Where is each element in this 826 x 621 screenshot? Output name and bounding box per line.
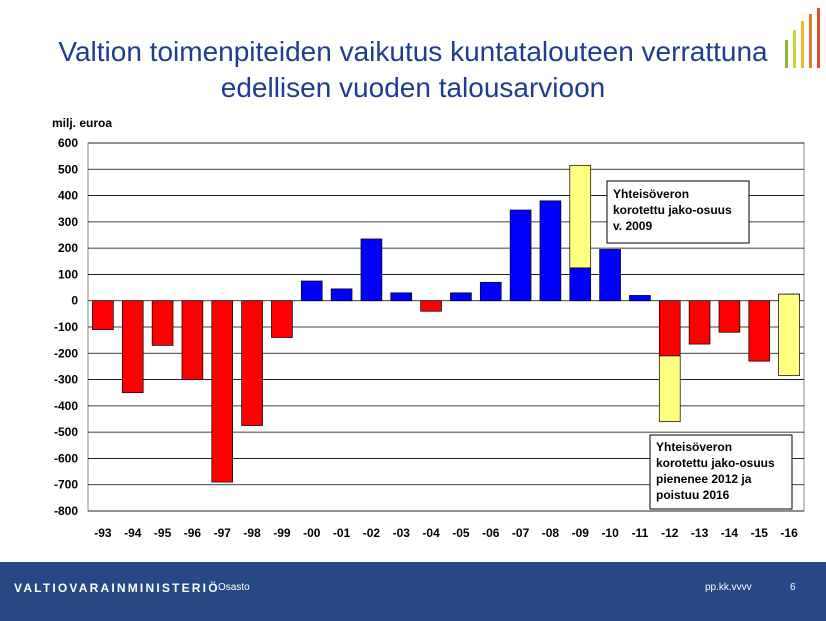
x-tick-labels: -93 -94 -95 -96 -97 -98 -99 -00 -01 -02 -03 -04 -05-… xyxy=(94,526,798,540)
gridlines xyxy=(88,142,804,512)
y-tick-labels: 600 500 400 300 200 100 0 -100 -200 -300 -400 -500 -… xyxy=(54,136,78,518)
x-tick-label: -96 xyxy=(184,526,202,540)
bar--14 xyxy=(718,300,741,333)
bar--12 xyxy=(658,300,681,357)
bar--09 xyxy=(569,267,592,302)
annotation-2009-line-1: Yhteisöveron xyxy=(613,187,689,201)
annotation-2009-line-2: korotettu jako-osuus xyxy=(613,203,732,217)
bar--07 xyxy=(509,209,532,302)
bar--01 xyxy=(330,288,353,302)
bar--98 xyxy=(241,300,263,426)
bar--04 xyxy=(420,300,442,312)
annotation-2012-2016-line-3: pienenee 2012 ja xyxy=(656,472,752,486)
bar-tax-share--09 xyxy=(569,164,592,269)
x-tick-label: -95 xyxy=(154,526,172,540)
annotation-2012-2016-box xyxy=(649,434,793,510)
x-tick-label: -97 xyxy=(214,526,232,540)
x-tick-label: -00 xyxy=(303,526,321,540)
y-tick-label: -100 xyxy=(54,320,78,334)
x-tick-label: -13 xyxy=(691,526,709,540)
x-tick-label: -08 xyxy=(542,526,560,540)
x-tick-label: -09 xyxy=(572,526,590,540)
x-tick-label: -12 xyxy=(661,526,679,540)
y-tick-label: 200 xyxy=(58,241,78,255)
y-tick-label: 500 xyxy=(58,162,78,176)
title-line-1: Valtion toimenpiteiden vaikutus kuntatal… xyxy=(58,36,768,67)
annotation-2012-2016-line-2: korotettu jako-osuus xyxy=(656,456,775,470)
x-tick-label: -94 xyxy=(124,526,142,540)
bar-tax-share--16 xyxy=(778,293,800,376)
ministry-logo-bars-icon xyxy=(785,8,820,68)
bar--08 xyxy=(539,200,562,302)
footer-page-number: 6 xyxy=(790,582,796,593)
page-title: Valtion toimenpiteiden vaikutus kuntatal… xyxy=(0,34,826,106)
x-tick-label: -16 xyxy=(780,526,798,540)
bar--02 xyxy=(360,238,383,302)
x-tick-label: -04 xyxy=(422,526,440,540)
x-tick-label: -98 xyxy=(243,526,261,540)
y-tick-label: 600 xyxy=(58,136,78,150)
y-tick-label: -800 xyxy=(54,504,78,518)
bar--00 xyxy=(300,280,323,302)
bar--11 xyxy=(629,295,651,302)
x-tick-label: -02 xyxy=(363,526,381,540)
y-tick-label: -300 xyxy=(54,373,78,387)
y-tick-label: 400 xyxy=(58,189,78,203)
footer-date: pp.kk.vvvv xyxy=(705,582,752,593)
y-tick-label: 300 xyxy=(58,215,78,229)
annotation-2012-2016-line-4: poistuu 2016 xyxy=(656,488,730,502)
x-tick-label: -15 xyxy=(751,526,769,540)
y-tick-label: -700 xyxy=(54,478,78,492)
x-tick-label: -14 xyxy=(721,526,739,540)
bar--97 xyxy=(211,300,234,483)
y-tick-label: 0 xyxy=(71,294,78,308)
annotation-2009: Yhteisöveron korotettu jako-osuus v. 200… xyxy=(606,180,750,244)
bar--15 xyxy=(748,300,771,362)
bar-tax-share--12 xyxy=(658,355,681,422)
annotation-2012-2016-line-1: Yhteisöveron xyxy=(656,440,732,454)
bar--05 xyxy=(450,292,472,302)
bar--93 xyxy=(92,300,114,330)
y-tick-label: -200 xyxy=(54,346,78,360)
footer-department: Osasto xyxy=(218,582,250,593)
x-tick-label: -93 xyxy=(94,526,112,540)
y-tick-label: -600 xyxy=(54,451,78,465)
annotation-2012-2016: Yhteisöveron korotettu jako-osuus pienen… xyxy=(649,434,793,510)
x-tick-label: -11 xyxy=(632,526,649,540)
x-tick-label: -07 xyxy=(512,526,530,540)
annotation-2009-box xyxy=(606,180,750,244)
bar--94 xyxy=(121,300,144,394)
y-tick-label: -400 xyxy=(54,399,78,413)
x-tick-label: -01 xyxy=(333,526,351,540)
title-line-2: edellisen vuoden talousarvioon xyxy=(220,72,606,103)
footer-bar: VALTIOVARAINMINISTERIÖ Osasto pp.kk.vvvv… xyxy=(0,562,826,621)
annotation-2009-line-3: v. 2009 xyxy=(613,219,652,233)
bar--03 xyxy=(390,292,413,302)
bars xyxy=(92,164,800,483)
bar--95 xyxy=(151,300,174,346)
bar--96 xyxy=(181,300,204,380)
y-axis-label: milj. euroa xyxy=(52,116,112,130)
bar--06 xyxy=(479,281,502,302)
y-tick-label: -500 xyxy=(54,425,78,439)
x-tick-label: -99 xyxy=(273,526,291,540)
bar--13 xyxy=(688,300,711,345)
x-tick-label: -10 xyxy=(601,526,619,540)
bar--10 xyxy=(599,249,621,302)
bar-chart: milj. euroa 600 500 400 300 200 100 0 -100 -200 -… xyxy=(52,116,805,540)
x-tick-label: -05 xyxy=(452,526,470,540)
bar--99 xyxy=(271,300,293,338)
footer-organization: VALTIOVARAINMINISTERIÖ xyxy=(14,581,220,595)
y-tick-label: 100 xyxy=(58,267,78,281)
x-tick-label: -03 xyxy=(393,526,411,540)
x-tick-label: -06 xyxy=(482,526,500,540)
